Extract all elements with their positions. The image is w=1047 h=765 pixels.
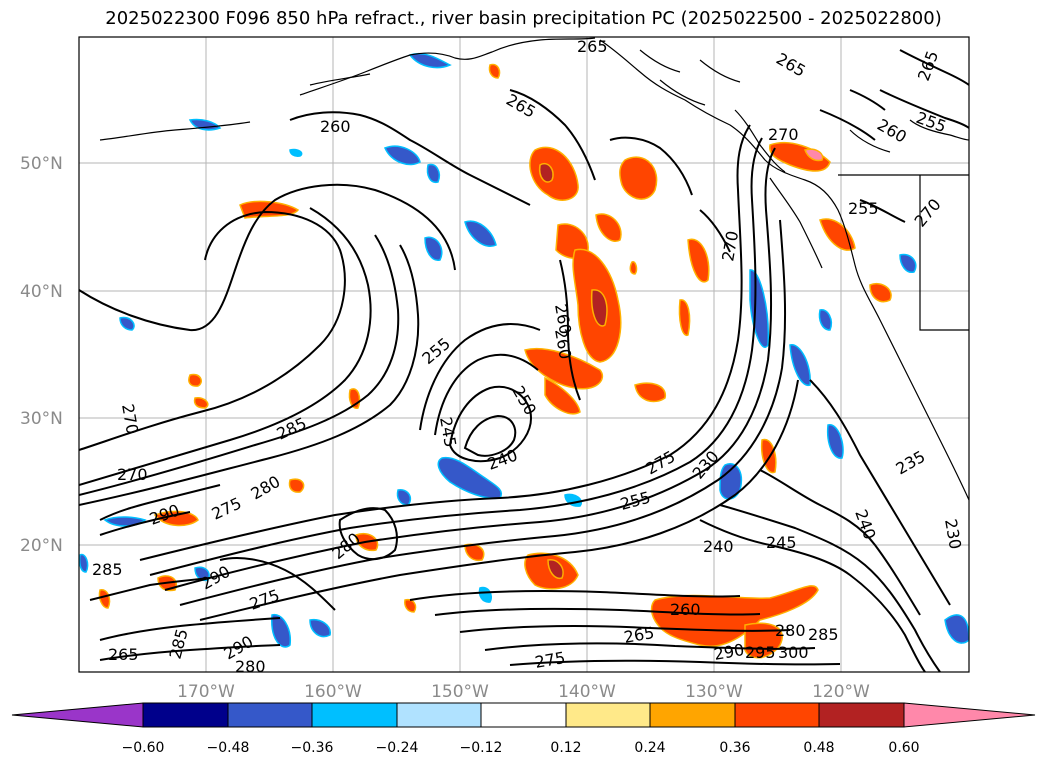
contour-label: 300 (778, 643, 809, 662)
lon-label: 130°W (685, 682, 743, 702)
lon-label: 160°W (304, 682, 362, 702)
colorbar-segment (142, 702, 229, 728)
colorbar-tick: 0.60 (888, 740, 919, 756)
latitude-labels: 50°N 40°N 30°N 20°N (20, 154, 63, 556)
colorbar-segment (396, 702, 482, 728)
map-title: 2025022300 F096 850 hPa refract., river … (105, 8, 942, 29)
lon-label: 140°W (558, 682, 616, 702)
colorbar-tick: −0.24 (376, 740, 419, 756)
contour-label: 260 (670, 600, 701, 619)
colorbar-segment (565, 702, 651, 728)
colorbar-segment (734, 702, 820, 728)
precip-positive-areas (98, 63, 892, 659)
contour-label: 285 (92, 560, 123, 579)
lon-label: 150°W (431, 682, 489, 702)
colorbar-extend-low (11, 702, 144, 728)
contour-label: 280 (235, 657, 266, 676)
colorbar-segment (311, 702, 398, 728)
contour-label: 280 (775, 621, 806, 640)
lon-label: 120°W (812, 682, 870, 702)
colorbar-segment (480, 702, 567, 728)
contour-label: 295 (745, 643, 776, 662)
lon-label: 170°W (177, 682, 235, 702)
refractivity-contours (79, 49, 969, 672)
colorbar-tick: 0.12 (550, 740, 581, 756)
contour-label: 245 (766, 533, 797, 552)
contour-label: 265 (577, 37, 608, 56)
lat-label: 30°N (20, 409, 63, 429)
colorbar-tick: 0.36 (719, 740, 750, 756)
contour-label: 240 (703, 537, 734, 556)
contour-label: 260 (320, 117, 351, 136)
colorbar-tick: −0.60 (122, 740, 165, 756)
colorbar-ticks: −0.60 −0.48 −0.36 −0.24 −0.12 0.12 0.24 … (122, 740, 920, 756)
colorbar-segment (649, 702, 736, 728)
colorbar-extend-high (903, 702, 1036, 728)
contour-label: 265 (108, 645, 139, 664)
colorbar-segment (227, 702, 313, 728)
colorbar-tick: −0.36 (291, 740, 334, 756)
coastlines (99, 37, 969, 501)
lat-label: 50°N (20, 154, 63, 174)
colorbar-tick: 0.48 (803, 740, 834, 756)
contour-label: 255 (848, 199, 879, 218)
map-frame (78, 36, 970, 673)
colorbar-segment (818, 702, 905, 728)
lat-label: 40°N (20, 282, 63, 302)
contour-label: 285 (808, 625, 839, 644)
longitude-labels: 170°W 160°W 150°W 140°W 130°W 120°W (177, 682, 870, 702)
contour-label: 270 (768, 125, 799, 144)
lat-label: 20°N (20, 536, 63, 556)
colorbar (11, 702, 1036, 728)
colorbar-tick: −0.48 (207, 740, 250, 756)
colorbar-tick: −0.12 (460, 740, 503, 756)
contour-label: 270 (117, 465, 148, 484)
colorbar-tick: 0.24 (634, 740, 665, 756)
